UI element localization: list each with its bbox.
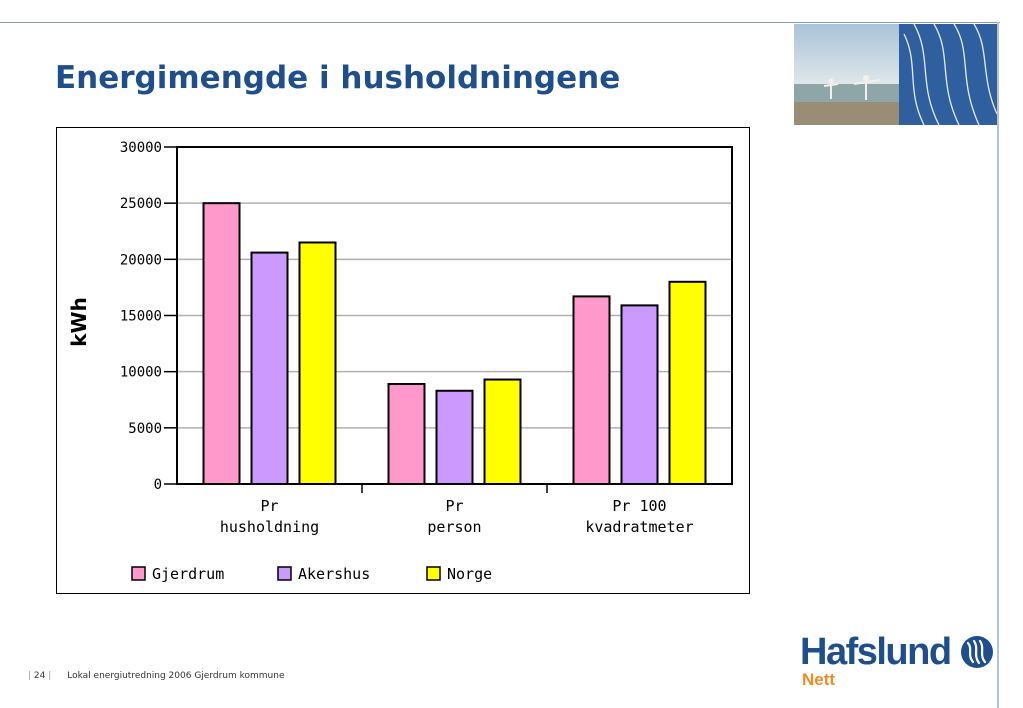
y-tick-label: 30000 [120, 140, 162, 156]
bar-gjerdrum [387, 383, 426, 486]
y-tick-label: 0 [154, 477, 162, 493]
y-tick-label: 10000 [120, 365, 162, 381]
footer-separator: | [28, 671, 34, 681]
bar-norge [298, 241, 337, 485]
logo-subtext: Nett [802, 670, 836, 689]
legend: Gjerdrum Akershus Norge [131, 565, 492, 583]
top-rule [0, 22, 1000, 23]
bar-gjerdrum [572, 295, 611, 485]
hafslund-logo: Hafslund Nett [800, 632, 996, 702]
x-tick-label: Pr 100 [612, 497, 666, 515]
logo-wordmark: Hafslund [800, 631, 952, 673]
right-rule [997, 22, 999, 708]
legend-swatch [277, 566, 292, 581]
bar-norge [483, 378, 522, 485]
y-tick-label: 5000 [128, 421, 162, 437]
page-number: 24 [33, 671, 46, 681]
bar-akershus [250, 251, 289, 485]
legend-label: Gjerdrum [152, 565, 224, 583]
bar-norge [668, 280, 707, 485]
legend-swatch [426, 566, 441, 581]
legend-label: Norge [447, 565, 492, 583]
bar-akershus [620, 304, 659, 485]
logo-emblem-icon [961, 636, 993, 668]
x-tick-label: person [427, 518, 481, 536]
y-tick-label: 25000 [120, 196, 162, 212]
footer-separator: | [45, 671, 52, 681]
chart-svg: 0 5000 10000 15000 20000 25000 30000 Pr husholdn… [67, 140, 733, 583]
bar-gjerdrum [202, 202, 241, 486]
bars [202, 202, 707, 486]
y-axis-label: kWh [67, 297, 91, 347]
x-tick-label: Pr [445, 497, 463, 515]
x-tick-label: kvadratmeter [585, 518, 693, 536]
footer: | 24 | Lokal energiutredning 2006 Gjerdru… [28, 671, 285, 681]
axes: 0 5000 10000 15000 20000 25000 30000 Pr husholdn… [120, 140, 694, 536]
y-tick-label: 15000 [120, 309, 162, 325]
chart: 0 5000 10000 15000 20000 25000 30000 Pr husholdn… [56, 127, 750, 594]
y-tick-label: 20000 [120, 252, 162, 268]
legend-swatch [131, 566, 146, 581]
slide-title: Energimengde i husholdningene [55, 60, 621, 96]
x-tick-label: husholdning [220, 518, 319, 536]
x-tick-label: Pr [260, 497, 278, 515]
header-photo [794, 24, 997, 125]
legend-label: Akershus [298, 565, 370, 583]
bar-akershus [435, 389, 474, 485]
footer-text: Lokal energiutredning 2006 Gjerdrum komm… [67, 671, 285, 681]
